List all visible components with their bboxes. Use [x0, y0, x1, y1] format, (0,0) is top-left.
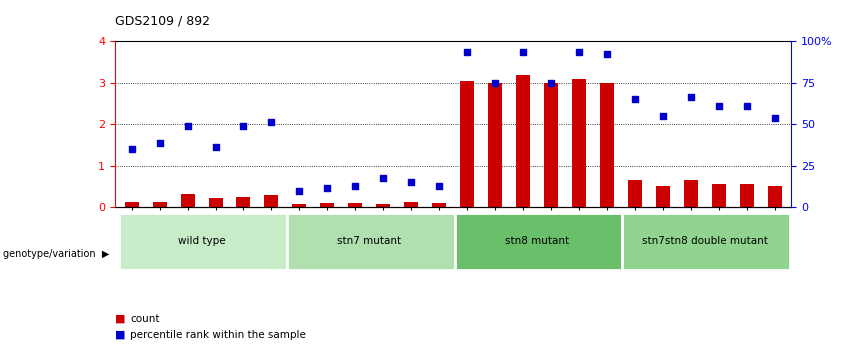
- Text: stn7stn8 double mutant: stn7stn8 double mutant: [642, 237, 768, 246]
- Bar: [600, 83, 614, 207]
- Point: [208, 144, 222, 150]
- Point: [517, 49, 530, 55]
- Text: genotype/variation  ▶: genotype/variation ▶: [3, 249, 110, 258]
- Bar: [544, 83, 558, 207]
- Point: [656, 113, 670, 119]
- Point: [180, 124, 194, 129]
- Point: [321, 186, 334, 191]
- Text: GDS2109 / 892: GDS2109 / 892: [115, 14, 210, 28]
- Bar: [488, 83, 502, 207]
- Point: [293, 188, 306, 194]
- Bar: [348, 203, 363, 207]
- Text: count: count: [130, 314, 160, 324]
- Bar: [460, 81, 474, 207]
- Point: [600, 51, 614, 57]
- Point: [768, 115, 781, 121]
- Point: [153, 140, 167, 146]
- Bar: [265, 195, 278, 207]
- Point: [404, 179, 418, 185]
- Text: ■: ■: [115, 330, 125, 339]
- Point: [376, 175, 390, 181]
- Point: [572, 49, 585, 55]
- Bar: [711, 184, 726, 207]
- Point: [684, 95, 698, 100]
- Point: [740, 103, 753, 108]
- Point: [432, 184, 446, 189]
- Bar: [320, 203, 334, 207]
- Point: [460, 49, 474, 55]
- Bar: [124, 202, 139, 207]
- Text: stn8 mutant: stn8 mutant: [505, 237, 569, 246]
- Bar: [740, 184, 754, 207]
- Bar: [768, 186, 782, 207]
- Point: [265, 119, 278, 125]
- Point: [628, 97, 642, 102]
- Bar: [684, 180, 698, 207]
- Bar: [622, 213, 790, 270]
- Bar: [516, 75, 530, 207]
- Point: [349, 184, 363, 189]
- Bar: [180, 194, 195, 207]
- Bar: [119, 213, 287, 270]
- Point: [237, 124, 250, 129]
- Bar: [237, 197, 250, 207]
- Bar: [376, 204, 391, 207]
- Point: [488, 80, 502, 86]
- Bar: [404, 202, 418, 207]
- Point: [544, 80, 557, 86]
- Text: stn7 mutant: stn7 mutant: [337, 237, 402, 246]
- Bar: [572, 79, 586, 207]
- Text: ■: ■: [115, 314, 125, 324]
- Bar: [432, 203, 446, 207]
- Bar: [293, 204, 306, 207]
- Point: [125, 146, 139, 152]
- Text: percentile rank within the sample: percentile rank within the sample: [130, 330, 306, 339]
- Bar: [208, 198, 222, 207]
- Bar: [454, 213, 622, 270]
- Text: wild type: wild type: [178, 237, 226, 246]
- Bar: [152, 202, 167, 207]
- Bar: [287, 213, 454, 270]
- Point: [712, 103, 726, 108]
- Bar: [628, 180, 642, 207]
- Bar: [656, 186, 670, 207]
